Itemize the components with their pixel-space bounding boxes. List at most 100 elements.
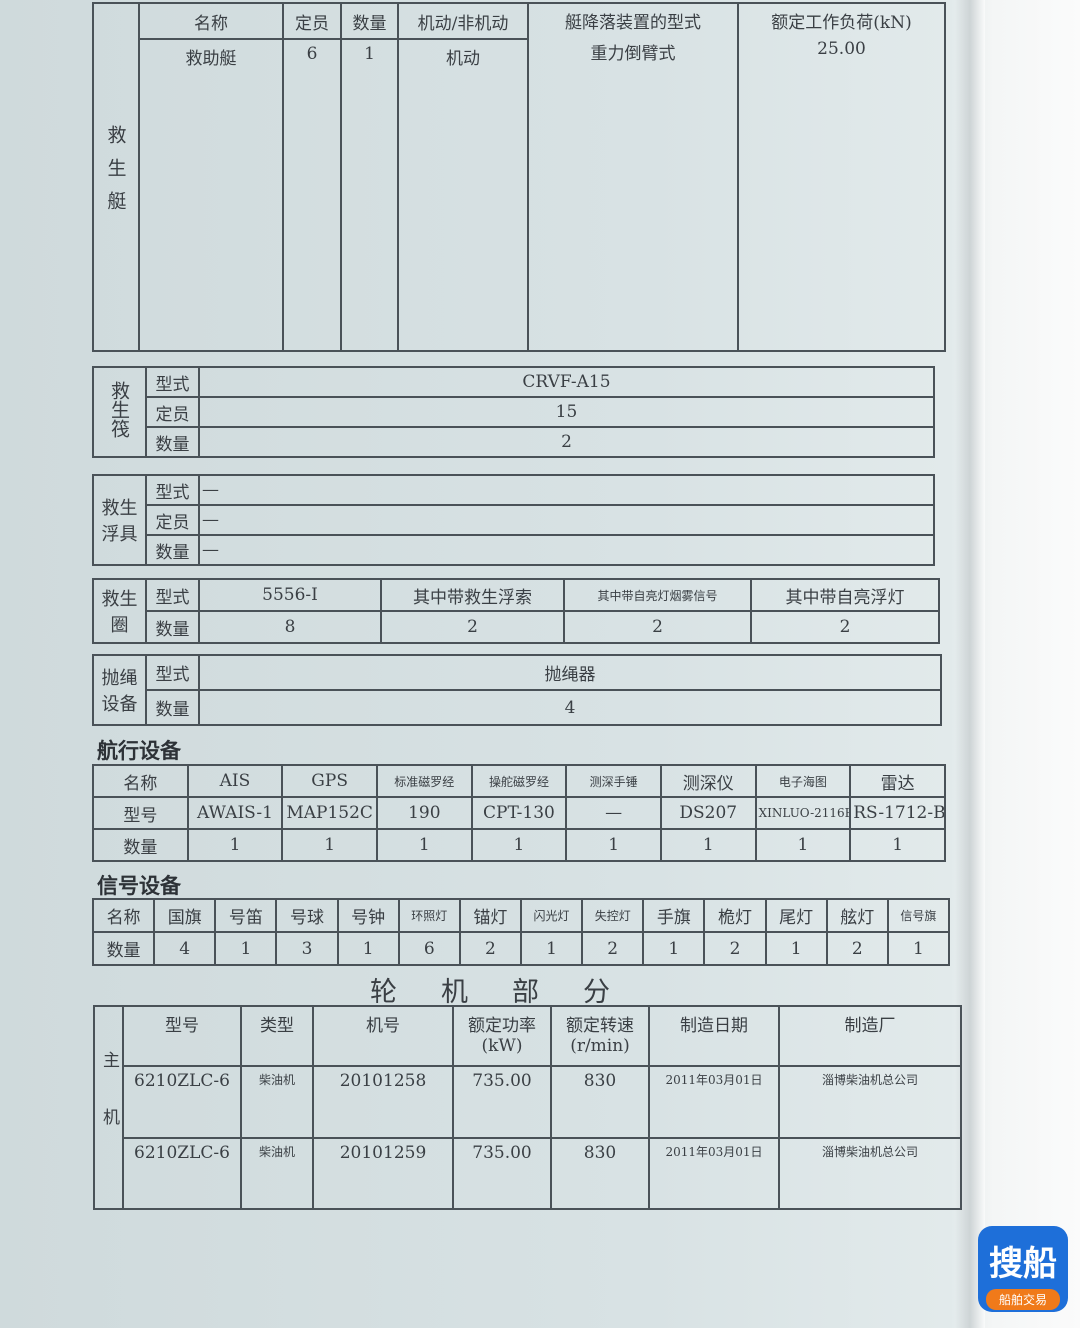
cell: MAP152C — [281, 796, 378, 830]
row-label: 数量 — [92, 828, 189, 862]
header-cell: 额定转速(r/min) — [550, 1005, 650, 1067]
cell: 1 — [186, 828, 284, 862]
cell: 号钟 — [336, 898, 400, 933]
cell: 1 — [764, 931, 828, 966]
row-value: 5556-I — [198, 578, 382, 612]
cell: 2 — [825, 931, 889, 966]
cell: 1 — [849, 828, 946, 862]
logo-subtext: 船舶交易 — [986, 1289, 1060, 1310]
row-value: — — [198, 534, 935, 566]
cell: 3 — [275, 931, 339, 966]
header-cell: 型号 — [122, 1005, 242, 1067]
cell: 1 — [659, 828, 757, 862]
cell: DS207 — [659, 796, 757, 830]
row-key: 定员 — [145, 504, 200, 536]
lifebuoy-table: 救生圈 型式 5556-I 其中带救生浮索 其中带自亮灯烟雾信号 其中带自亮浮灯 … — [92, 578, 940, 644]
row-label: 型号 — [92, 796, 189, 830]
header-cell: 机动/非机动 — [397, 2, 529, 40]
cell: — — [565, 796, 662, 830]
cell: 2 — [563, 610, 752, 644]
cell: 淄博柴油机总公司 — [778, 1136, 962, 1210]
cell: 2 — [581, 931, 645, 966]
cell: 国旗 — [153, 898, 217, 933]
watermark-logo: 搜船 船舶交易 — [978, 1226, 1068, 1312]
cell: 1 — [886, 931, 951, 966]
row-key: 数量 — [145, 534, 200, 566]
nav-heading: 航行设备 — [97, 739, 181, 763]
header-cell: 机号 — [312, 1005, 454, 1067]
cell: 2 — [380, 610, 565, 644]
cell: 20101259 — [312, 1136, 454, 1210]
row-value: — — [198, 504, 935, 536]
signal-heading: 信号设备 — [97, 874, 181, 898]
header-cell-load: 额定工作负荷(kN) 25.00 — [737, 2, 946, 352]
cell: 失控灯 — [581, 898, 645, 933]
engine-table: 主机 型号 类型 机号 额定功率(kW) 额定转速(r/min) 制造日期 制造厂 6210ZL… — [93, 1005, 962, 1210]
row-key: 定员 — [145, 396, 200, 428]
cell: 1 — [281, 828, 378, 862]
liferaft-table: 救生筏 型式 CRVF-A15 定员 15 数量 2 — [92, 366, 935, 458]
cell: 6210ZLC-6 — [122, 1136, 242, 1210]
cell: 735.00 — [452, 1065, 552, 1139]
cell: 测深手锤 — [565, 764, 662, 798]
cell: 舷灯 — [825, 898, 889, 933]
cell: 1 — [470, 828, 568, 862]
row-key: 型式 — [145, 654, 200, 691]
main-engine-label: 主机 — [93, 1005, 124, 1210]
header-cell: 数量 — [340, 2, 399, 40]
buoyant-label: 救生浮具 — [92, 474, 147, 566]
cell: 6210ZLC-6 — [122, 1065, 242, 1139]
cell: 6 — [397, 931, 461, 966]
row-label: 名称 — [91, 898, 156, 933]
cell: 190 — [375, 796, 473, 830]
row-key: 型式 — [145, 366, 200, 398]
cell: 操舵磁罗经 — [470, 764, 568, 798]
col-header: 其中带自亮灯烟雾信号 — [563, 578, 752, 612]
row-value: 抛绳器 — [198, 654, 942, 691]
header-cell-launching: 艇降落装置的型式 重力倒臂式 — [527, 2, 739, 352]
cell: 闪光灯 — [519, 898, 584, 933]
cell: 雷达 — [849, 764, 946, 798]
cell: XINLUO-2116B — [754, 796, 852, 830]
cell: 4 — [153, 931, 217, 966]
cell: AIS — [186, 764, 284, 798]
row-key: 数量 — [145, 426, 200, 458]
header-cell: 名称 — [138, 2, 284, 40]
cell: 手旗 — [642, 898, 706, 933]
cell: 信号旗 — [886, 898, 951, 933]
cell: 2 — [703, 931, 767, 966]
header-cell: 额定功率(kW) — [452, 1005, 552, 1067]
row-label: 名称 — [92, 764, 189, 798]
cell: 2011年03月01日 — [648, 1065, 780, 1139]
row-key: 型式 — [145, 474, 200, 506]
cell: CPT-130 — [470, 796, 568, 830]
cell: 2 — [750, 610, 940, 644]
header-cell: 制造日期 — [648, 1005, 780, 1067]
cell: 2011年03月01日 — [648, 1136, 780, 1210]
lifeboat-label: 救生艇 — [92, 2, 140, 352]
cell: 735.00 — [452, 1136, 552, 1210]
header-cell: 类型 — [240, 1005, 314, 1067]
cell: 测深仪 — [659, 764, 757, 798]
linethrow-table: 抛绳设备 型式 抛绳器 数量 4 — [92, 654, 942, 726]
row-key: 数量 — [145, 689, 200, 726]
cell: 830 — [550, 1065, 650, 1139]
row-value: 15 — [198, 396, 935, 428]
cell: 号笛 — [214, 898, 278, 933]
cell: 1 — [642, 931, 706, 966]
lifeboat-table: 救生艇 名称 定员 数量 机动/非机动 艇降落装置的型式 重力倒臂式 额定工作负荷… — [92, 2, 946, 352]
col-header: 其中带自亮浮灯 — [750, 578, 940, 612]
cell: 830 — [550, 1136, 650, 1210]
cell: 6 — [282, 38, 342, 352]
nav-equipment-table: 名称 AIS GPS 标准磁罗经 操舵磁罗经 测深手锤 测深仪 电子海图 雷达 型号 AWAIS-1… — [92, 764, 946, 862]
row-key: 数量 — [145, 610, 200, 644]
row-value: 8 — [198, 610, 382, 644]
cell: 标准磁罗经 — [375, 764, 473, 798]
cell: 环照灯 — [397, 898, 461, 933]
cell: 2 — [458, 931, 522, 966]
linethrow-label: 抛绳设备 — [92, 654, 147, 726]
row-key: 型式 — [145, 578, 200, 612]
row-value: 2 — [198, 426, 935, 458]
header-cell: 定员 — [282, 2, 342, 40]
cell: 柴油机 — [240, 1065, 314, 1139]
